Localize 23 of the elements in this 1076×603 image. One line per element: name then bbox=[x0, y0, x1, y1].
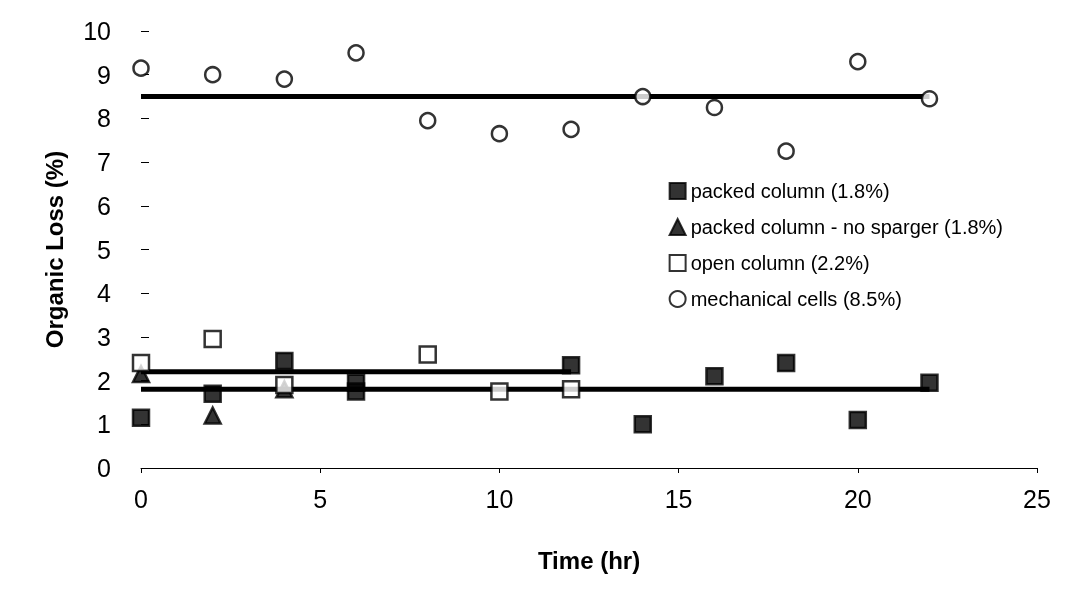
x-tick-label: 15 bbox=[664, 484, 693, 513]
legend-label: mechanical cells (8.5%) bbox=[690, 288, 902, 310]
y-tick-label: 0 bbox=[97, 454, 111, 482]
y-tick-label: 9 bbox=[97, 60, 111, 89]
legend-label: packed column (1.8%) bbox=[690, 180, 890, 202]
y-tick-label: 10 bbox=[83, 17, 111, 45]
x-tick-label: 5 bbox=[313, 484, 328, 513]
y-tick-label: 8 bbox=[97, 104, 111, 133]
x-tick-label: 20 bbox=[843, 484, 872, 513]
y-tick-label: 1 bbox=[97, 410, 111, 439]
y-tick-label: 3 bbox=[97, 322, 111, 351]
y-tick-label: 2 bbox=[97, 366, 111, 395]
x-axis-title: Time (hr) bbox=[537, 546, 641, 574]
x-tick-label: 10 bbox=[485, 484, 514, 513]
legend-label: open column (2.2%) bbox=[690, 252, 870, 274]
legend-label: packed column - no sparger (1.8%) bbox=[690, 216, 1003, 238]
y-tick-label: 7 bbox=[97, 148, 111, 177]
y-axis-title: Organic Loss (%) bbox=[40, 150, 68, 349]
y-tick-label: 5 bbox=[97, 235, 111, 264]
x-tick-label: 25 bbox=[1023, 484, 1051, 513]
x-tick-label: 0 bbox=[134, 484, 148, 513]
y-tick-label: 6 bbox=[97, 191, 111, 220]
y-tick-label: 4 bbox=[97, 279, 112, 308]
